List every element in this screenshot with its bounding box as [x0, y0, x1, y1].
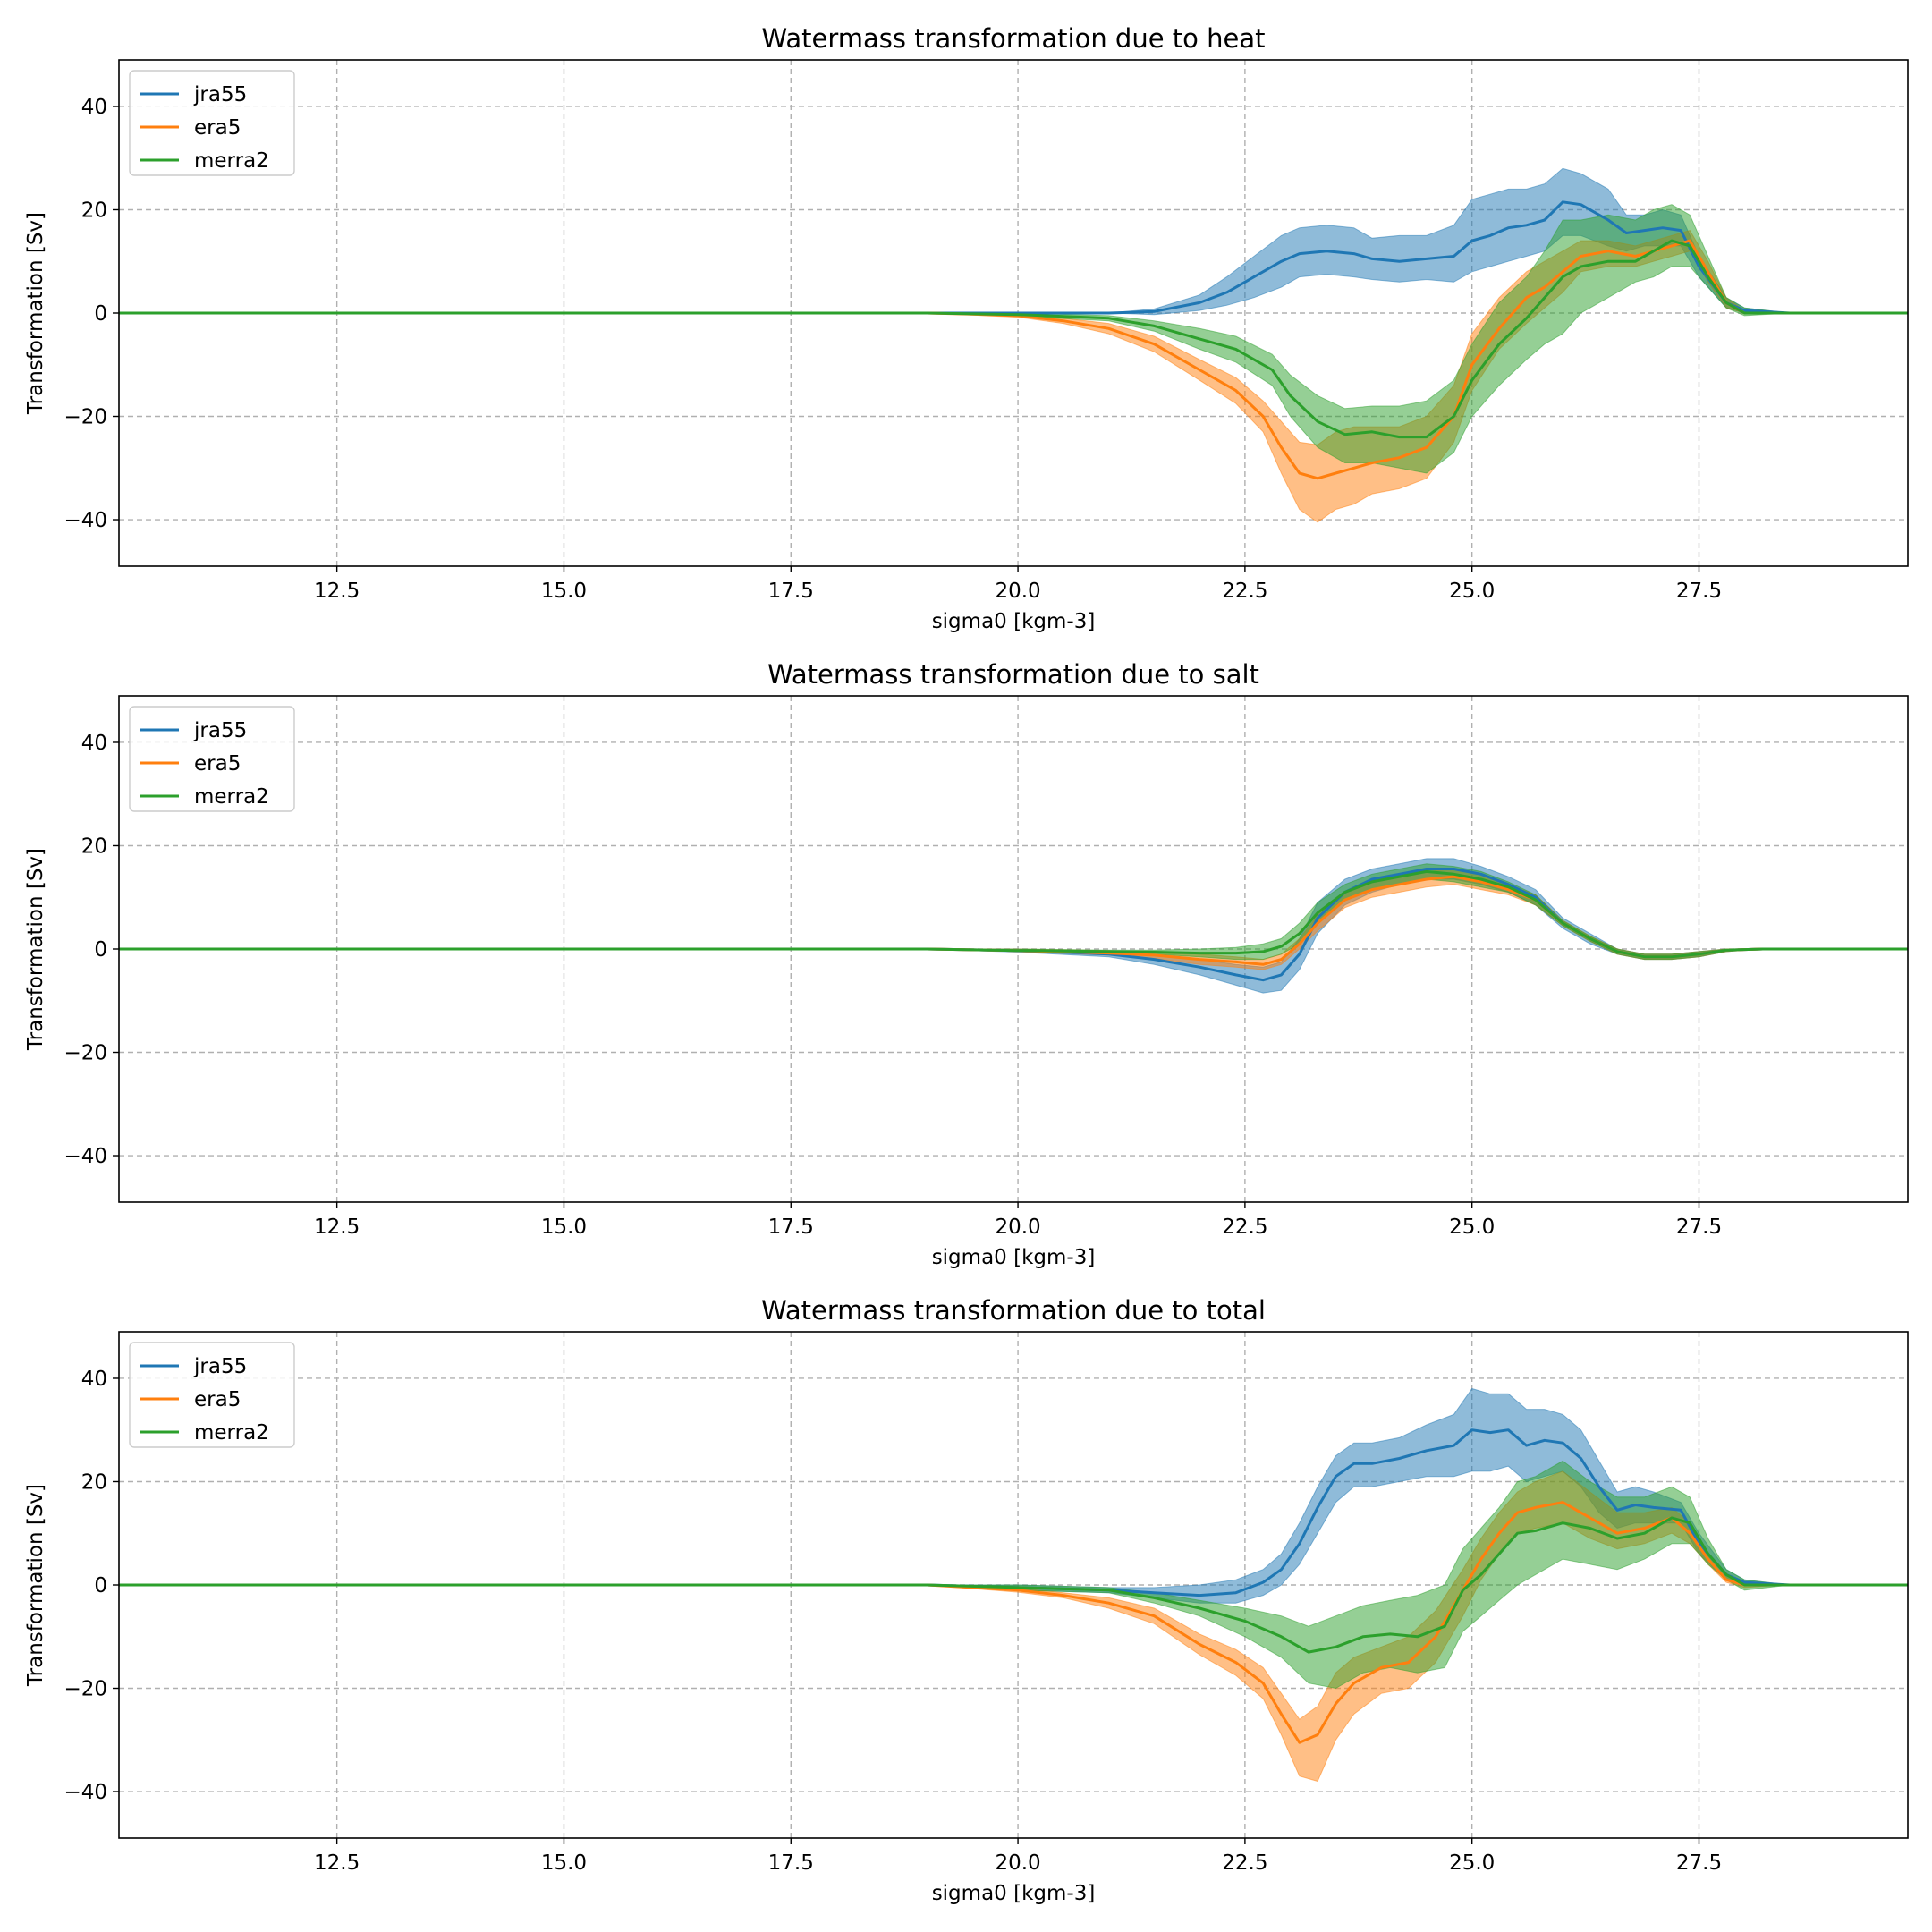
band-era5	[119, 1470, 1908, 1783]
band-jra55	[119, 1387, 1908, 1604]
legend-label-era5: era5	[194, 1388, 241, 1411]
x-tick-label: 20.0	[995, 1852, 1040, 1875]
x-tick-label: 17.5	[768, 1216, 814, 1239]
series-line-jra55	[119, 868, 1908, 982]
legend-label-merra2: merra2	[194, 785, 269, 809]
legend: jra55 era5 merra2	[129, 70, 295, 176]
legend-label-merra2: merra2	[194, 149, 269, 173]
y-tick-label: −40	[64, 1145, 107, 1168]
x-tick-label: 27.5	[1676, 1852, 1722, 1875]
series-line-merra2	[119, 869, 1908, 959]
legend-label-era5: era5	[194, 752, 241, 775]
band-merra2	[119, 863, 1908, 961]
x-tick-label: 25.0	[1449, 1852, 1495, 1875]
y-tick-label: −40	[64, 509, 107, 532]
legend-label-merra2: merra2	[194, 1421, 269, 1445]
legend-label-era5: era5	[194, 116, 241, 140]
y-tick-label: −40	[64, 1781, 107, 1804]
legend-label-jra55: jra55	[193, 719, 247, 742]
x-tick-label: 22.5	[1222, 1852, 1267, 1875]
x-tick-label: 15.0	[541, 1216, 587, 1239]
legend-box	[129, 70, 295, 176]
y-axis-label: Transformation [Sv]	[24, 848, 47, 1051]
y-tick-label: 40	[81, 1368, 107, 1391]
chart-title: Watermass transformation due to salt	[767, 659, 1259, 690]
y-tick-label: 20	[81, 199, 107, 222]
x-tick-label: 22.5	[1222, 1216, 1267, 1239]
x-tick-label: 25.0	[1449, 580, 1495, 603]
chart-title: Watermass transformation due to total	[761, 1295, 1266, 1326]
y-tick-label: 0	[94, 938, 107, 962]
band-merra2	[119, 204, 1908, 474]
y-tick-label: 0	[94, 302, 107, 326]
plot-area	[119, 1387, 1908, 1783]
panel-2: 12.5 15.0 17.5 20.0 22.5 25.0 27.5 −40 −20 0 20 40 W…	[24, 659, 1909, 1269]
x-tick-label: 27.5	[1676, 580, 1722, 603]
y-tick-label: −20	[64, 1678, 107, 1701]
y-tick-label: 20	[81, 835, 107, 858]
y-tick-label: 40	[81, 96, 107, 119]
x-tick-label: 17.5	[768, 580, 814, 603]
x-tick-label: 15.0	[541, 580, 587, 603]
series-line-jra55	[119, 1428, 1908, 1597]
series-line-era5	[119, 1501, 1908, 1744]
band-jra55	[119, 167, 1908, 316]
x-tick-label: 12.5	[314, 1852, 360, 1875]
y-tick-label: 40	[81, 732, 107, 755]
series-line-era5	[119, 239, 1908, 480]
y-axis-label: Transformation [Sv]	[24, 1484, 47, 1687]
legend: jra55 era5 merra2	[129, 706, 295, 812]
x-tick-label: 12.5	[314, 580, 360, 603]
series-line-merra2	[119, 239, 1908, 439]
legend-label-jra55: jra55	[193, 1355, 247, 1378]
panel-1: 12.5 15.0 17.5 20.0 22.5 25.0 27.5 −40 −20 0 20 40 W…	[24, 23, 1909, 633]
legend: jra55 era5 merra2	[129, 1342, 295, 1448]
plot-area	[119, 858, 1908, 994]
x-tick-label: 20.0	[995, 1216, 1040, 1239]
x-axis-label: sigma0 [kgm-3]	[932, 610, 1096, 633]
chart-title: Watermass transformation due to heat	[762, 23, 1266, 54]
plot-area	[119, 167, 1908, 523]
x-axis-label: sigma0 [kgm-3]	[932, 1882, 1096, 1905]
legend-box	[129, 1342, 295, 1448]
y-tick-label: 20	[81, 1470, 107, 1494]
y-tick-label: 0	[94, 1574, 107, 1597]
panel-3: 12.5 15.0 17.5 20.0 22.5 25.0 27.5 −40 −20 0 20 40 W…	[24, 1295, 1909, 1905]
x-tick-label: 25.0	[1449, 1216, 1495, 1239]
band-merra2	[119, 1460, 1908, 1690]
series-line-merra2	[119, 1516, 1908, 1654]
y-axis-label: Transformation [Sv]	[24, 212, 47, 415]
band-era5	[119, 230, 1908, 523]
x-tick-label: 27.5	[1676, 1216, 1722, 1239]
x-axis-label: sigma0 [kgm-3]	[932, 1246, 1096, 1269]
y-tick-label: −20	[64, 406, 107, 429]
x-tick-label: 15.0	[541, 1852, 587, 1875]
x-tick-label: 12.5	[314, 1216, 360, 1239]
x-tick-label: 20.0	[995, 580, 1040, 603]
band-jra55	[119, 858, 1908, 994]
x-tick-label: 22.5	[1222, 580, 1267, 603]
legend-label-jra55: jra55	[193, 83, 247, 106]
y-tick-label: −20	[64, 1042, 107, 1065]
x-tick-label: 17.5	[768, 1852, 814, 1875]
legend-box	[129, 706, 295, 812]
series-line-jra55	[119, 200, 1908, 315]
